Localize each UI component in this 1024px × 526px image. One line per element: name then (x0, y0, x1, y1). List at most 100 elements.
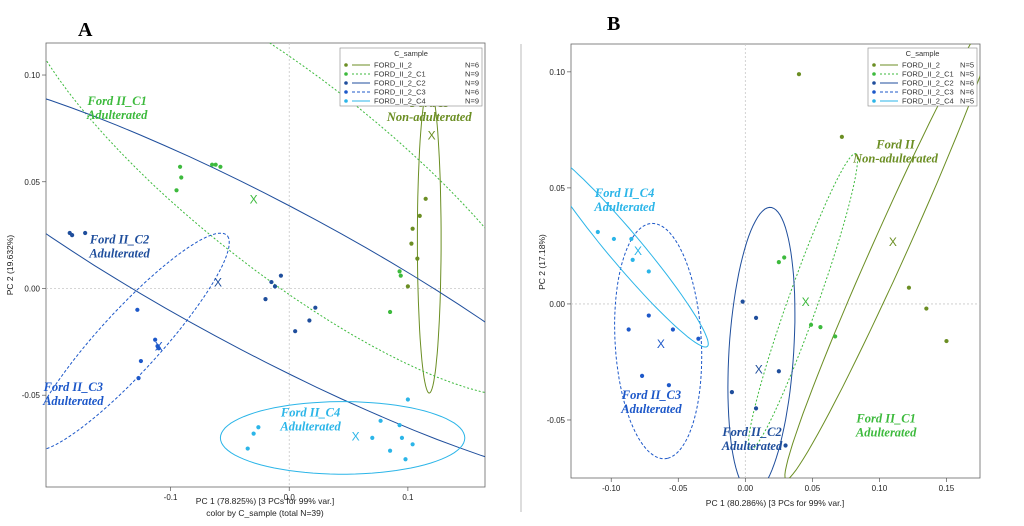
x-tick-label: 0.10 (872, 484, 888, 493)
panel-b-legend: C_sample FORD_II_2 N=5 FORD_II_2_C1 N=5 FORD_… (867, 47, 978, 107)
legend-title: C_sample (394, 49, 428, 58)
centroid-marker: X (155, 340, 163, 354)
y-tick-label: 0.00 (24, 284, 40, 293)
group-label: Ford II_C1 (86, 94, 146, 108)
panel-a-letter: A (78, 19, 93, 41)
data-point (179, 175, 184, 180)
group-label: Adulterated (42, 394, 104, 408)
data-point (782, 255, 787, 260)
group-label: Ford II_C2 (89, 233, 149, 247)
data-point (399, 435, 405, 441)
data-point (808, 322, 814, 327)
legend-entry-count: N=6 (465, 61, 479, 70)
data-point (415, 256, 420, 261)
data-point (417, 213, 422, 219)
legend-dot (872, 90, 876, 94)
centroid-marker: X (352, 429, 360, 443)
data-point (245, 446, 250, 451)
data-point (630, 257, 635, 262)
group-label: Adulterated (86, 108, 148, 122)
x-tick-label: -0.05 (669, 484, 688, 493)
y-tick-label: 0.10 (24, 71, 40, 80)
data-point (174, 188, 179, 193)
data-point (833, 334, 838, 339)
confidence-ellipse-ford-ii-2-c2 (46, 98, 485, 458)
panel-b-ellipses (571, 44, 980, 478)
confidence-ellipse-ford-ii-2-c1 (46, 43, 485, 393)
panel-a-x-axis-title: PC 1 (78.825%) [3 PCs for 99% var.] (196, 496, 334, 506)
data-point (776, 260, 781, 265)
confidence-ellipse-ford-ii-2-c4 (219, 401, 466, 475)
data-point (251, 431, 256, 436)
panel-b-x-axis-title: PC 1 (80.286%) [3 PCs for 99% var.] (706, 498, 844, 508)
centroid-marker: X (755, 362, 763, 376)
data-point (213, 162, 218, 167)
data-point (263, 297, 268, 302)
data-point (313, 305, 318, 310)
legend-dot (344, 63, 348, 67)
data-point (409, 241, 414, 246)
group-label: Ford II_C4 (594, 186, 654, 200)
data-point (378, 418, 383, 423)
panel-b-points: X X X X X (595, 72, 949, 448)
legend-entry-count: N=9 (465, 97, 479, 106)
y-tick-label: -0.05 (547, 416, 566, 425)
panel-a: A -0.1 0.0 0.1 -0.05 0.00 0.05 0.10 X X X X X Ford… (5, 19, 486, 518)
legend-entry-count: N=6 (960, 88, 974, 97)
confidence-ellipse-ford-ii-2 (416, 85, 442, 394)
data-point (403, 457, 408, 462)
group-label: Ford II_C3 (621, 388, 681, 402)
group-label: Adulterated (593, 200, 655, 214)
legend-entry-count: N=9 (465, 70, 479, 79)
group-label: Ford II_C4 (280, 406, 340, 420)
legend-entry-name: FORD_II_2_C1 (902, 70, 954, 79)
data-point (783, 443, 788, 448)
confidence-ellipse-ford-ii-2 (784, 44, 980, 478)
legend-entry-name: FORD_II_2_C1 (374, 70, 426, 79)
data-point (387, 309, 393, 315)
data-point (944, 338, 949, 344)
data-point (818, 325, 823, 330)
data-point (177, 164, 183, 169)
legend-entry-count: N=6 (465, 88, 479, 97)
panel-a-zero-lines (46, 43, 485, 487)
legend-box (867, 47, 978, 107)
data-point (729, 390, 735, 395)
data-point (210, 162, 215, 167)
data-point (138, 358, 144, 364)
panel-a-y-axis-title: PC 2 (19.632%) (5, 235, 15, 296)
data-point (272, 284, 278, 289)
data-point (410, 226, 415, 231)
data-point (646, 313, 651, 318)
data-point (796, 72, 802, 77)
y-tick-label: 0.10 (549, 68, 565, 77)
data-point (307, 318, 312, 323)
panel-b-zero-lines (571, 44, 980, 478)
data-point (397, 422, 402, 428)
x-tick-label: -0.1 (164, 493, 178, 502)
y-tick-label: 0.05 (24, 178, 40, 187)
data-point (639, 373, 645, 378)
confidence-ellipse-ford-ii-2-c3 (46, 232, 230, 450)
data-point (70, 233, 75, 238)
data-point (753, 406, 759, 411)
data-point (83, 230, 88, 236)
data-point (776, 369, 781, 374)
legend-entry-count: N=5 (960, 97, 974, 106)
legend-entry-name: FORD_II_2_C3 (902, 88, 954, 97)
legend-entry-count: N=6 (960, 79, 974, 88)
panel-b-letter: B (607, 13, 620, 35)
confidence-ellipse-ford-ii-2-c2 (727, 206, 796, 478)
legend-box (339, 47, 483, 107)
panel-b: B -0.10 -0.05 0.00 0.05 0.10 0.15 -0.05 0.00 0.0… (537, 13, 981, 508)
data-point (696, 336, 701, 341)
data-point (278, 273, 284, 278)
data-point (405, 284, 410, 289)
data-point (155, 344, 160, 349)
x-tick-label: 0.0 (284, 493, 296, 502)
legend-entry-name: FORD_II_2 (374, 61, 412, 70)
data-point (906, 285, 912, 290)
legend-dot (344, 90, 348, 94)
group-label: Ford II (875, 137, 916, 151)
